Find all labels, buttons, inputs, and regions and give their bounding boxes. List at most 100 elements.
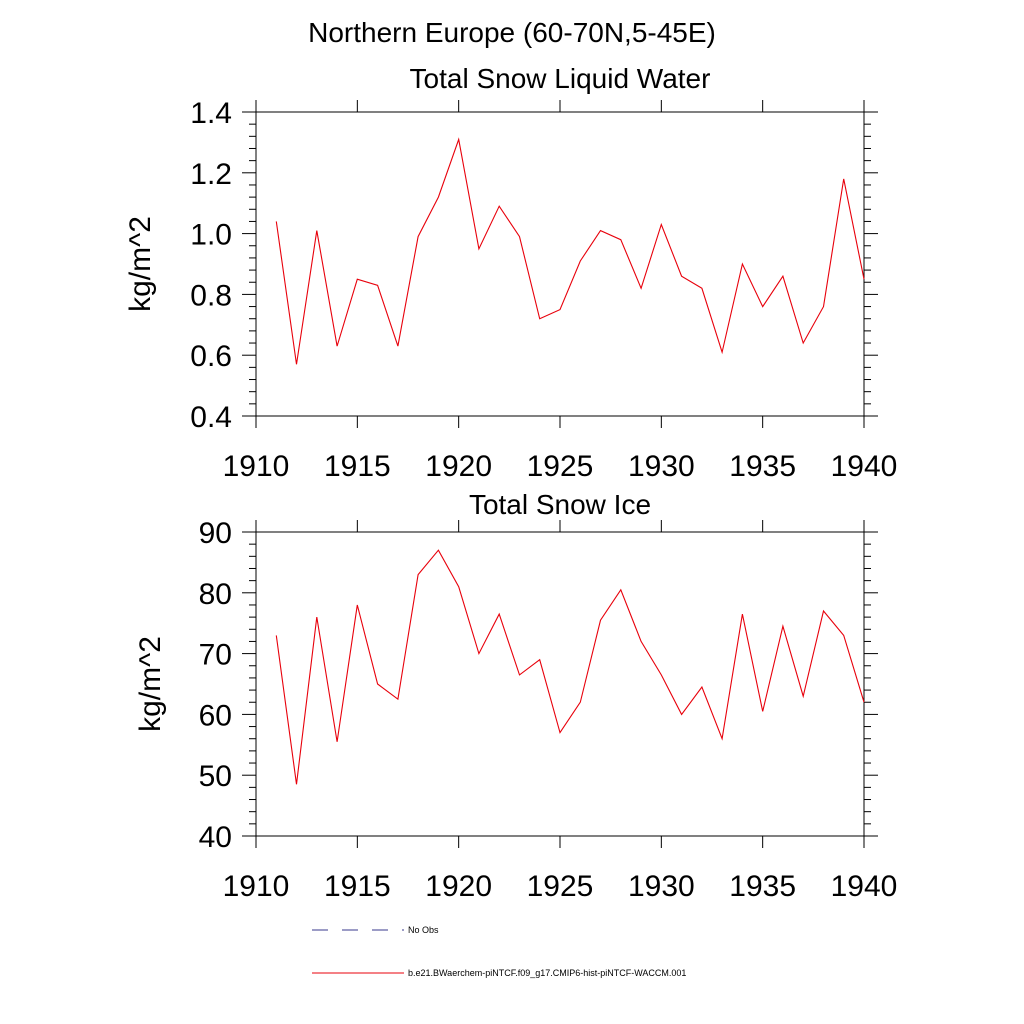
x-tick-label: 1925	[527, 450, 594, 483]
data-point	[599, 229, 601, 231]
data-point	[579, 260, 581, 262]
data-point	[579, 701, 581, 703]
data-point	[356, 278, 358, 280]
data-point	[275, 634, 277, 636]
panel-title: Total Snow Liquid Water	[410, 63, 711, 94]
data-point	[741, 613, 743, 615]
data-point	[457, 586, 459, 588]
data-point	[701, 686, 703, 688]
data-point	[802, 695, 804, 697]
data-point	[539, 658, 541, 660]
data-point	[539, 318, 541, 320]
panel-snow-ice: Total Snow Ice kg/m^2 1910 1915 1920 1925 1930…	[134, 489, 897, 903]
data-point	[336, 345, 338, 347]
data-point	[376, 683, 378, 685]
data-point	[701, 287, 703, 289]
data-point	[680, 713, 682, 715]
figure-suptitle: Northern Europe (60-70N,5-45E)	[308, 17, 716, 48]
panel-title: Total Snow Ice	[469, 489, 651, 520]
data-point	[822, 305, 824, 307]
data-point	[802, 342, 804, 344]
y-tick-label: 1.2	[190, 158, 232, 191]
legend-model-label: b.e21.BWaerchem-piNTCF.f09_g17.CMIP6-his…	[408, 968, 686, 978]
data-point	[559, 731, 561, 733]
data-point	[660, 223, 662, 225]
data-point	[478, 248, 480, 250]
data-point	[518, 674, 520, 676]
data-point	[640, 287, 642, 289]
data-point	[599, 619, 601, 621]
data-point	[741, 263, 743, 265]
series-line	[275, 137, 865, 365]
series-line	[275, 549, 865, 785]
data-point	[478, 652, 480, 654]
data-point	[275, 220, 277, 222]
x-tick-label: 1915	[324, 450, 391, 483]
plot-frame	[255, 531, 865, 837]
data-point	[660, 674, 662, 676]
data-point	[620, 238, 622, 240]
data-point	[863, 701, 865, 703]
data-point	[437, 196, 439, 198]
data-point	[397, 698, 399, 700]
data-point	[559, 308, 561, 310]
data-point	[316, 616, 318, 618]
x-tick-label: 1930	[628, 450, 695, 483]
y-tick-label: 1.4	[190, 97, 232, 130]
data-point	[721, 351, 723, 353]
data-point	[498, 205, 500, 207]
x-tick-label: 1935	[729, 450, 796, 483]
data-point	[822, 610, 824, 612]
y-tick-label: 80	[199, 578, 232, 611]
data-point	[518, 235, 520, 237]
data-point	[295, 783, 297, 785]
y-tick-label: 70	[199, 639, 232, 672]
data-point	[863, 278, 865, 280]
x-tick-label: 1920	[425, 870, 492, 903]
x-tick-label: 1910	[223, 450, 290, 483]
plot-frame	[255, 111, 865, 417]
data-point	[640, 640, 642, 642]
y-tick-label: 90	[199, 517, 232, 550]
x-tick-label: 1940	[831, 450, 898, 483]
panel-snow-liquid-water: Total Snow Liquid Water kg/m^2 1910 1915 192…	[124, 63, 897, 483]
y-tick-label: 0.6	[190, 340, 232, 373]
y-tick-label: 60	[199, 699, 232, 732]
data-point	[295, 363, 297, 365]
data-point	[843, 178, 845, 180]
x-tick-label: 1930	[628, 870, 695, 903]
data-point	[336, 741, 338, 743]
data-point	[397, 345, 399, 347]
y-tick-label: 0.4	[190, 401, 232, 434]
data-point	[680, 275, 682, 277]
x-tick-label: 1915	[324, 870, 391, 903]
data-point	[761, 305, 763, 307]
data-point	[316, 229, 318, 231]
x-tick-label: 1910	[223, 870, 290, 903]
data-point	[437, 549, 439, 551]
y-tick-label: 0.8	[190, 279, 232, 312]
y-axis-label: kg/m^2	[124, 216, 157, 312]
x-tick-label: 1925	[527, 870, 594, 903]
y-tick-label: 50	[199, 760, 232, 793]
data-point	[843, 634, 845, 636]
y-axis-label: kg/m^2	[134, 636, 167, 732]
data-point	[782, 625, 784, 627]
data-point	[417, 573, 419, 575]
y-tick-label: 40	[199, 821, 232, 854]
data-point	[721, 738, 723, 740]
legend: No Obs b.e21.BWaerchem-piNTCF.f09_g17.CM…	[312, 925, 686, 978]
x-tick-label: 1920	[425, 450, 492, 483]
data-point	[761, 710, 763, 712]
data-point	[498, 613, 500, 615]
data-point	[620, 589, 622, 591]
y-tick-label: 1.0	[190, 219, 232, 252]
data-point	[782, 275, 784, 277]
x-tick-label: 1935	[729, 870, 796, 903]
data-point	[417, 235, 419, 237]
x-tick-label: 1940	[831, 870, 898, 903]
data-point	[356, 604, 358, 606]
data-point	[376, 284, 378, 286]
data-point	[457, 138, 459, 140]
